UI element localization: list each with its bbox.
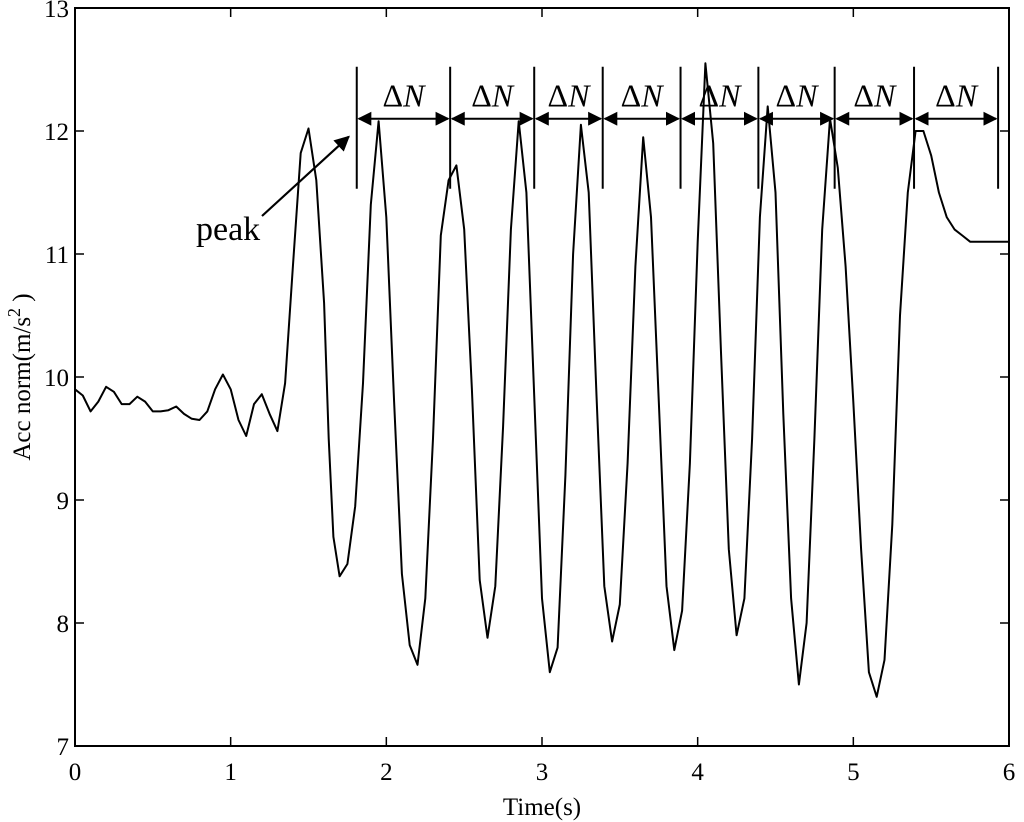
y-axis-label-sup: 2 <box>4 308 24 317</box>
delta-label-4: ΔN <box>698 78 742 114</box>
x-axis-label: Time(s) <box>503 794 581 821</box>
delta-label-2: ΔN <box>548 78 592 114</box>
delta-variable: N <box>873 78 897 114</box>
delta-symbol: Δ <box>548 78 569 114</box>
y-tick-label-7: 7 <box>57 734 70 761</box>
delta-symbol: Δ <box>382 78 403 114</box>
delta-label-0: ΔN <box>382 78 426 114</box>
delta-label-1: ΔN <box>471 78 515 114</box>
x-tick-label-5: 5 <box>847 759 860 786</box>
peak-pointer-arrow <box>261 135 350 217</box>
peak-label: peak <box>196 211 260 248</box>
annotations: ΔN ΔN ΔN ΔN ΔN ΔN ΔN ΔN <box>261 66 1000 217</box>
series-line-0 <box>74 62 1009 698</box>
y-tick-label-10: 10 <box>44 365 69 392</box>
delta-symbol: Δ <box>776 78 797 114</box>
y-axis-label-main: Acc norm(m/s <box>9 317 36 461</box>
delta-variable: N <box>402 78 426 114</box>
y-tick-label-11: 11 <box>45 242 69 269</box>
y-axis-label: Acc norm(m/s2 ) <box>4 293 36 460</box>
delta-label-5: ΔN <box>776 78 820 114</box>
delta-variable: N <box>795 78 819 114</box>
delta-symbol: Δ <box>853 78 874 114</box>
x-tick-label-3: 3 <box>536 759 549 786</box>
delta-symbol: Δ <box>471 78 492 114</box>
delta-variable: N <box>491 78 515 114</box>
delta-variable: N <box>640 78 664 114</box>
delta-variable: N <box>955 78 979 114</box>
delta-variable: N <box>567 78 591 114</box>
y-tick-label-8: 8 <box>57 611 70 638</box>
delta-label-6: ΔN <box>853 78 897 114</box>
y-tick-label-12: 12 <box>44 119 69 146</box>
x-tick-label-4: 4 <box>691 759 704 786</box>
delta-label-3: ΔN <box>621 78 665 114</box>
y-tick-label-13: 13 <box>44 0 69 23</box>
y-tick-label-9: 9 <box>57 488 70 515</box>
x-tick-label-2: 2 <box>380 759 393 786</box>
delta-symbol: Δ <box>698 78 719 114</box>
y-axis-label-close: ) <box>9 293 36 308</box>
delta-variable: N <box>718 78 742 114</box>
delta-symbol: Δ <box>621 78 642 114</box>
delta-label-7: ΔN <box>935 78 979 114</box>
delta-symbol: Δ <box>935 78 956 114</box>
x-tick-label-6: 6 <box>1003 759 1016 786</box>
x-tick-label-1: 1 <box>224 759 237 786</box>
x-tick-label-0: 0 <box>69 759 82 786</box>
series <box>74 62 1009 698</box>
